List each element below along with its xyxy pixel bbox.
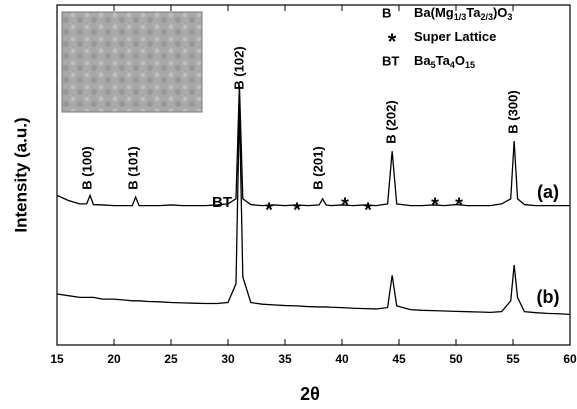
legend-subscript: 15 (465, 60, 475, 70)
peak-annotation: * (265, 199, 273, 221)
series-line (56, 106, 571, 316)
legend-label: Super Lattice (414, 29, 496, 44)
peak-annotation: B (100) (79, 146, 94, 189)
peak-annotation: B (300) (505, 90, 520, 133)
peak-annotation: BT (212, 194, 232, 211)
x-tick-label: 30 (221, 352, 235, 366)
peak-annotation: B (201) (310, 146, 325, 189)
peak-annotation: * (341, 194, 349, 216)
legend-text: Ba (414, 53, 431, 68)
legend-symbol: * (388, 29, 397, 54)
plot-frame (56, 4, 571, 346)
series-label: (b) (537, 287, 560, 307)
legend-subscript: 5 (431, 60, 436, 70)
series-label: (a) (537, 182, 559, 202)
x-tick-label: 60 (563, 352, 577, 366)
peak-annotation: * (455, 194, 463, 216)
legend-subscript: 2/3 (480, 12, 493, 22)
peak-annotation: B (101) (125, 146, 140, 189)
x-tick-label: 40 (335, 352, 349, 366)
peak-annotation: B (202) (383, 100, 398, 143)
legend-text: Ta (466, 5, 481, 20)
legend-text: O (455, 53, 465, 68)
legend-subscript: 4 (450, 60, 455, 70)
legend-symbol: BT (382, 53, 399, 68)
legend-subscript: 3 (507, 12, 512, 22)
series-line (56, 84, 570, 207)
x-tick-label: 15 (50, 352, 64, 366)
peak-annotation: B (102) (231, 46, 246, 89)
legend-text: Ta (436, 53, 451, 68)
x-tick-label: 50 (449, 352, 463, 366)
legend-symbol: B (382, 5, 391, 20)
x-tick-label: 25 (164, 352, 178, 366)
x-tick-label: 45 (392, 352, 406, 366)
inset-micrograph (61, 11, 203, 113)
x-tick-label: 35 (278, 352, 292, 366)
x-tick-label: 55 (506, 352, 520, 366)
y-axis-label: Intensity (a.u.) (11, 117, 30, 232)
peak-annotation: * (431, 194, 439, 216)
legend-text: )O (493, 5, 507, 20)
legend-label: Ba5Ta4O15 (414, 53, 475, 70)
legend-subscript: 1/3 (454, 12, 467, 22)
legend-label: Ba(Mg1/3Ta2/3)O3 (414, 5, 512, 22)
legend-text: Super Lattice (414, 29, 496, 44)
legend-text: Ba(Mg (414, 5, 454, 20)
x-axis-label: 2θ (300, 384, 320, 404)
x-tick-label: 20 (107, 352, 121, 366)
peak-annotation: * (364, 199, 372, 221)
peak-annotation: * (293, 199, 301, 221)
